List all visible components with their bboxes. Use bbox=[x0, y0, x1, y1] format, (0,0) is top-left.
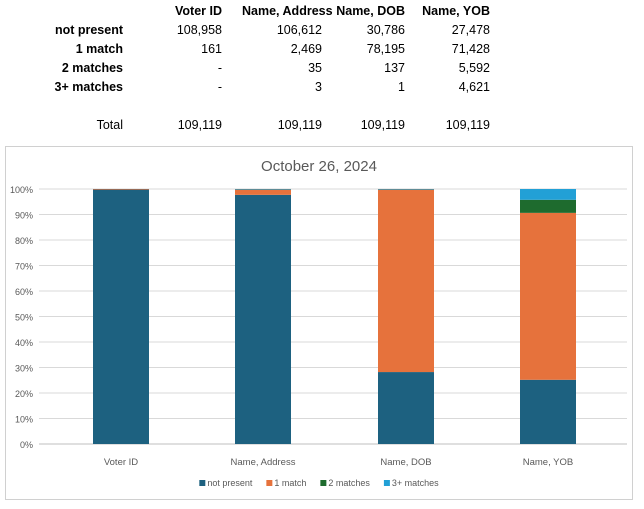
legend-swatch bbox=[199, 480, 206, 486]
bar-segment-1-match bbox=[235, 189, 291, 195]
y-tick-label: 10% bbox=[15, 415, 33, 425]
col-header: Name, YOB bbox=[422, 4, 490, 18]
x-tick-label: Name, Address bbox=[231, 457, 296, 468]
total-cell: 109,119 bbox=[445, 118, 490, 132]
bar-segment-not-present bbox=[378, 372, 434, 444]
bar-segment-3-matches bbox=[520, 189, 576, 200]
table-cell: - bbox=[217, 80, 222, 94]
total-cell: 109,119 bbox=[277, 118, 322, 132]
col-header: Name, Address bbox=[242, 4, 333, 18]
y-tick-label: 90% bbox=[15, 211, 33, 221]
legend-swatch bbox=[320, 480, 327, 486]
y-tick-label: 70% bbox=[15, 262, 33, 272]
bar-segment-not-present bbox=[235, 194, 291, 444]
bar-segment-3-matches bbox=[378, 189, 434, 190]
y-tick-label: 30% bbox=[15, 364, 33, 374]
table-cell: 3 bbox=[315, 80, 322, 94]
col-header: Name, DOB bbox=[336, 4, 405, 18]
table-cell: 78,195 bbox=[366, 42, 405, 56]
y-tick-label: 80% bbox=[15, 236, 33, 246]
col-header: Voter ID bbox=[175, 4, 222, 18]
table-cell: 161 bbox=[201, 42, 222, 56]
y-tick-label: 50% bbox=[15, 313, 33, 323]
bar-segment-1-match bbox=[520, 212, 576, 380]
table-cell: 2,469 bbox=[290, 42, 322, 56]
table-cell: 30,786 bbox=[366, 23, 405, 37]
table-cell: 27,478 bbox=[451, 23, 490, 37]
total-cell: 109,119 bbox=[177, 118, 222, 132]
row-label: 3+ matches bbox=[54, 80, 123, 94]
table-cell: - bbox=[217, 61, 222, 75]
table-cell: 4,621 bbox=[458, 80, 490, 94]
chart-svg: October 26, 2024 0% 10% 20% 30% 40% 50% 60% 70%… bbox=[10, 158, 627, 488]
bar-segment-not-present bbox=[520, 379, 576, 444]
row-label: not present bbox=[54, 23, 123, 37]
table-cell: 137 bbox=[384, 61, 405, 75]
chart-title: October 26, 2024 bbox=[261, 158, 377, 175]
x-tick-label: Voter ID bbox=[104, 457, 138, 468]
table-cell: 108,958 bbox=[176, 23, 222, 37]
total-cell: 109,119 bbox=[360, 118, 405, 132]
legend-label: 2 matches bbox=[328, 478, 370, 488]
row-label: 1 match bbox=[75, 42, 123, 56]
chart: October 26, 2024 0% 10% 20% 30% 40% 50% 60% 70%… bbox=[5, 146, 633, 500]
legend-label: 3+ matches bbox=[392, 478, 439, 488]
table-cell: 71,428 bbox=[451, 42, 490, 56]
legend-label: not present bbox=[207, 478, 253, 488]
y-tick-label: 0% bbox=[20, 440, 33, 450]
legend-swatch bbox=[383, 480, 390, 486]
table-cell: 106,612 bbox=[276, 23, 322, 37]
bar-segment-1-match bbox=[378, 189, 434, 373]
legend-label: 1 match bbox=[274, 478, 306, 488]
table-cell: 35 bbox=[308, 61, 322, 75]
table-cell: 1 bbox=[398, 80, 405, 94]
bar-segment-1-match bbox=[93, 189, 149, 190]
y-tick-label: 100% bbox=[10, 185, 33, 195]
row-label: 2 matches bbox=[61, 61, 123, 75]
bar-segment-3-matches bbox=[235, 189, 291, 190]
x-tick-label: Name, DOB bbox=[380, 457, 431, 468]
bar-segment-not-present bbox=[93, 189, 149, 444]
y-tick-label: 40% bbox=[15, 338, 33, 348]
y-tick-label: 60% bbox=[15, 287, 33, 297]
bar-segment-2-matches bbox=[520, 199, 576, 213]
table-cell: 5,592 bbox=[458, 61, 490, 75]
total-label: Total bbox=[96, 118, 123, 132]
y-tick-label: 20% bbox=[15, 389, 33, 399]
legend-swatch bbox=[266, 480, 273, 486]
x-tick-label: Name, YOB bbox=[523, 457, 574, 468]
